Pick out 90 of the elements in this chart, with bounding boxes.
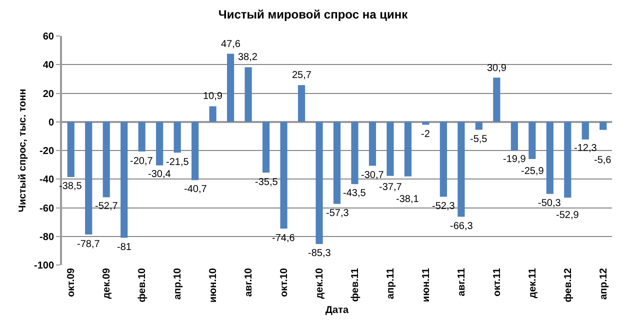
bar <box>510 122 518 150</box>
y-axis-title: Чистый спрос, тыс. тонн <box>17 88 28 212</box>
data-label: 30,9 <box>487 63 507 74</box>
data-label: -30,7 <box>361 170 384 181</box>
x-tick-label: окт.10 <box>279 268 290 298</box>
bar <box>138 122 146 152</box>
y-tick-label: 60 <box>42 32 54 42</box>
bar <box>582 122 589 140</box>
data-label: -2 <box>421 129 430 140</box>
bar <box>564 122 572 198</box>
bar <box>404 122 412 176</box>
bar <box>209 106 216 122</box>
data-label: 38,2 <box>238 52 258 63</box>
data-label: -52,9 <box>556 210 580 221</box>
x-tick-label: дек.09 <box>102 268 113 299</box>
data-label: -25,9 <box>521 166 544 177</box>
data-label: -38,1 <box>396 194 420 205</box>
x-tick-label: апр.11 <box>385 268 396 300</box>
x-tick-label: авг.11 <box>456 268 468 296</box>
data-label: -78,7 <box>77 239 100 250</box>
data-label: -5,5 <box>470 134 488 145</box>
x-tick-label: авг.10 <box>244 268 255 297</box>
x-axis-title: Дата <box>325 305 350 316</box>
data-label: -81 <box>117 242 132 253</box>
bar <box>316 122 323 244</box>
bar <box>368 122 376 166</box>
y-tick-label: 0 <box>48 117 54 128</box>
data-label: -40,7 <box>184 184 208 195</box>
bar <box>227 54 234 122</box>
bar <box>120 122 128 238</box>
data-label: -74,6 <box>272 233 296 244</box>
bar <box>85 122 92 235</box>
y-tick-label: -60 <box>40 203 54 214</box>
bar <box>528 122 536 159</box>
chart-title: Чистый мировой спрос на цинк <box>218 7 409 22</box>
x-tick-label: фев.12 <box>562 268 574 302</box>
data-label: 10,9 <box>203 91 223 102</box>
bar <box>298 85 306 122</box>
data-label: -19,9 <box>503 154 526 165</box>
bar <box>422 122 430 125</box>
data-label: -38,5 <box>59 181 82 192</box>
data-label: -5,6 <box>594 155 612 166</box>
data-label: -52,3 <box>432 201 456 212</box>
data-label: -20,7 <box>130 156 154 167</box>
x-tick-label: апр.12 <box>598 268 610 300</box>
bar <box>156 122 164 166</box>
bar <box>67 122 74 177</box>
data-label: -52,7 <box>95 201 118 212</box>
x-tick-label: дек.10 <box>314 268 326 299</box>
y-tick-label: 20 <box>42 88 54 100</box>
x-tick-label: апр.10 <box>172 268 184 300</box>
x-tick-label: июн.11 <box>420 268 432 302</box>
x-tick-label: дек.11 <box>527 268 538 298</box>
y-tick-label: -80 <box>40 232 54 243</box>
data-label: -21,5 <box>166 157 190 168</box>
bar <box>333 122 341 204</box>
bar <box>102 122 110 198</box>
data-label: -12,3 <box>574 143 598 154</box>
x-tick-label: июн.10 <box>208 268 220 303</box>
y-tick-label: -20 <box>40 146 54 157</box>
x-tick-label: окт.09 <box>66 268 78 298</box>
y-tick-label: -100 <box>34 260 54 272</box>
bar <box>386 122 394 176</box>
data-label: 25,7 <box>292 70 312 81</box>
data-label: -30,4 <box>148 169 172 180</box>
bar <box>244 67 252 122</box>
data-label: -66,3 <box>450 221 474 232</box>
bar <box>174 122 181 153</box>
data-label: -37,7 <box>379 182 402 193</box>
y-tick-label: 40 <box>42 60 54 72</box>
bar <box>475 122 482 130</box>
data-label: -85,3 <box>308 248 332 259</box>
bar <box>440 122 447 197</box>
x-tick-label: окт.11 <box>492 268 503 296</box>
data-label: -57,3 <box>326 208 350 219</box>
x-tick-label: фев.10 <box>137 268 148 302</box>
data-label: -35,5 <box>255 177 278 188</box>
bar <box>192 122 199 180</box>
x-tick-label: фев.11 <box>350 268 361 302</box>
data-label: -50,3 <box>538 198 562 209</box>
bar <box>600 122 607 130</box>
bar <box>493 78 500 122</box>
y-tick-label: -40 <box>40 174 54 186</box>
bar <box>262 122 270 173</box>
bar <box>546 122 554 194</box>
bar <box>458 122 465 217</box>
data-label: 47,6 <box>221 39 241 50</box>
data-label: -43,5 <box>343 188 366 199</box>
bar <box>280 122 288 229</box>
bar <box>351 122 358 184</box>
